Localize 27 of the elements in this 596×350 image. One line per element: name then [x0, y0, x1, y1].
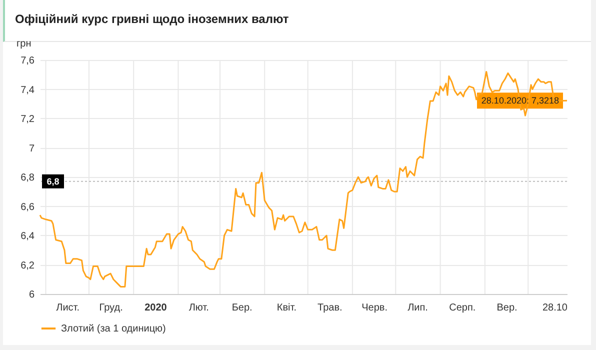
- y-tick-label: 6,6: [20, 202, 35, 213]
- x-tick-label: Лют.: [188, 302, 209, 314]
- y-tick-label: 7: [28, 143, 35, 154]
- x-tick-label: Лист.: [56, 302, 80, 314]
- x-tick-label: Черв.: [362, 302, 388, 314]
- x-tick-label: Трав.: [318, 302, 342, 314]
- x-tick-label: 2020: [144, 302, 168, 314]
- x-tick-label: Серп.: [449, 302, 476, 314]
- y-axis-title: грн: [16, 38, 32, 50]
- y-tick-label: 6,8: [20, 172, 35, 184]
- ref-line-label: 6,8: [46, 176, 60, 186]
- y-tick-label: 6,2: [20, 260, 35, 272]
- x-tick-label: Груд.: [99, 302, 123, 314]
- chart-title: Офіційний курс гривні щодо іноземних валют: [15, 12, 289, 26]
- y-tick-label: 6: [28, 290, 35, 300]
- y-tick-label: 7,2: [20, 114, 35, 125]
- line-series: [39, 70, 568, 288]
- annotation: 28.10.2020: 7,3218: [481, 96, 559, 106]
- x-tick-label: Квіт.: [276, 302, 297, 314]
- y-tick-label: 7,4: [20, 84, 35, 96]
- y-tick-label: 6,4: [20, 231, 35, 242]
- x-tick-label: Бер.: [232, 302, 252, 314]
- y-tick-label: 7,6: [20, 56, 35, 66]
- x-tick-label: Лип.: [408, 302, 428, 314]
- x-tick-label: Вер.: [496, 302, 518, 314]
- legend-label: Злотий (за 1 одиницю): [61, 324, 166, 334]
- x-tick-label: 28.10: [542, 302, 568, 314]
